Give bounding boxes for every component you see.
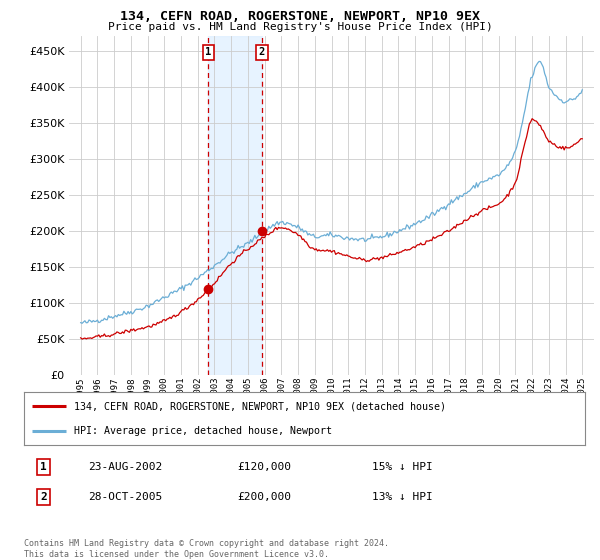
Text: Price paid vs. HM Land Registry's House Price Index (HPI): Price paid vs. HM Land Registry's House … bbox=[107, 22, 493, 32]
Text: Contains HM Land Registry data © Crown copyright and database right 2024.
This d: Contains HM Land Registry data © Crown c… bbox=[24, 539, 389, 559]
Text: HPI: Average price, detached house, Newport: HPI: Average price, detached house, Newp… bbox=[74, 426, 332, 436]
Text: 2: 2 bbox=[259, 47, 265, 57]
Text: 134, CEFN ROAD, ROGERSTONE, NEWPORT, NP10 9EX: 134, CEFN ROAD, ROGERSTONE, NEWPORT, NP1… bbox=[120, 10, 480, 23]
Text: £200,000: £200,000 bbox=[237, 492, 291, 502]
Text: 15% ↓ HPI: 15% ↓ HPI bbox=[372, 462, 433, 472]
Bar bbox=[208, 36, 262, 375]
Text: 23-AUG-2002: 23-AUG-2002 bbox=[89, 462, 163, 472]
Text: £120,000: £120,000 bbox=[237, 462, 291, 472]
Text: 2: 2 bbox=[40, 492, 47, 502]
Text: 1: 1 bbox=[205, 47, 212, 57]
Text: 13% ↓ HPI: 13% ↓ HPI bbox=[372, 492, 433, 502]
Text: 134, CEFN ROAD, ROGERSTONE, NEWPORT, NP10 9EX (detached house): 134, CEFN ROAD, ROGERSTONE, NEWPORT, NP1… bbox=[74, 402, 446, 412]
Text: 1: 1 bbox=[40, 462, 47, 472]
Text: 28-OCT-2005: 28-OCT-2005 bbox=[89, 492, 163, 502]
